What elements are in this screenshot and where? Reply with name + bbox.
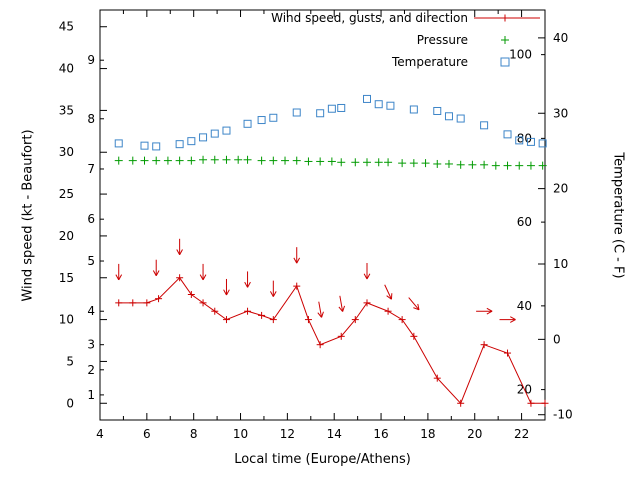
svg-text:40: 40 (517, 299, 532, 313)
svg-text:8: 8 (190, 427, 198, 441)
temperature-series (114, 94, 547, 151)
svg-text:18: 18 (420, 427, 435, 441)
svg-text:12: 12 (280, 427, 295, 441)
svg-text:5: 5 (66, 354, 74, 368)
x-axis-label: Local time (Europe/Athens) (234, 452, 411, 467)
legend: Wind speed, gusts, and direction Pressure… (271, 11, 540, 69)
svg-text:4: 4 (87, 304, 95, 318)
right-axis-label: Temperature (C - F) (610, 152, 626, 279)
svg-text:30: 30 (59, 145, 74, 159)
svg-text:3: 3 (87, 338, 95, 352)
legend-item-1: Wind speed, gusts, and direction (271, 11, 540, 25)
x-axis-ticks: 4 6 8 10 12 14 16 18 20 22 (96, 10, 546, 441)
svg-text:80: 80 (517, 131, 532, 145)
celsius-axis-ticks: -10 0 10 20 30 40 (538, 31, 573, 422)
pressure-series (114, 155, 547, 170)
svg-text:10: 10 (233, 427, 248, 441)
gust-direction-arrows (115, 238, 516, 323)
wind-speed-series (115, 274, 549, 407)
svg-text:35: 35 (59, 103, 74, 117)
svg-text:6: 6 (143, 427, 151, 441)
svg-text:4: 4 (96, 427, 104, 441)
svg-text:7: 7 (87, 162, 95, 176)
svg-text:20: 20 (553, 182, 568, 196)
svg-text:40: 40 (59, 62, 74, 76)
svg-text:8: 8 (87, 112, 95, 126)
svg-text:1: 1 (87, 388, 95, 402)
svg-text:0: 0 (66, 396, 74, 410)
svg-text:2: 2 (87, 363, 95, 377)
svg-text:45: 45 (59, 20, 74, 34)
svg-text:16: 16 (373, 427, 388, 441)
beaufort-ticks: 1 2 3 4 5 6 7 8 9 (87, 53, 104, 402)
svg-text:10: 10 (59, 313, 74, 327)
svg-text:10: 10 (553, 257, 568, 271)
svg-text:5: 5 (87, 254, 95, 268)
legend-item-3: Temperature (391, 55, 510, 69)
svg-text:14: 14 (327, 427, 342, 441)
svg-text:100: 100 (509, 48, 532, 62)
svg-text:Wind speed, gusts, and directi: Wind speed, gusts, and direction (271, 11, 468, 25)
svg-text:Pressure: Pressure (417, 33, 468, 47)
svg-text:9: 9 (87, 53, 95, 67)
svg-text:Temperature: Temperature (391, 55, 468, 69)
svg-text:60: 60 (517, 215, 532, 229)
svg-text:20: 20 (467, 427, 482, 441)
svg-text:25: 25 (59, 187, 74, 201)
svg-text:30: 30 (553, 106, 568, 120)
legend-item-2: Pressure (417, 33, 509, 47)
svg-text:15: 15 (59, 271, 74, 285)
svg-text:6: 6 (87, 212, 95, 226)
plot-border (99, 9, 546, 421)
left-axis-label: Wind speed (kt - Beaufort) (20, 129, 36, 302)
svg-text:20: 20 (59, 229, 74, 243)
svg-text:40: 40 (553, 31, 568, 45)
svg-text:22: 22 (514, 427, 529, 441)
svg-text:0: 0 (553, 332, 561, 346)
svg-text:-10: -10 (553, 408, 573, 422)
